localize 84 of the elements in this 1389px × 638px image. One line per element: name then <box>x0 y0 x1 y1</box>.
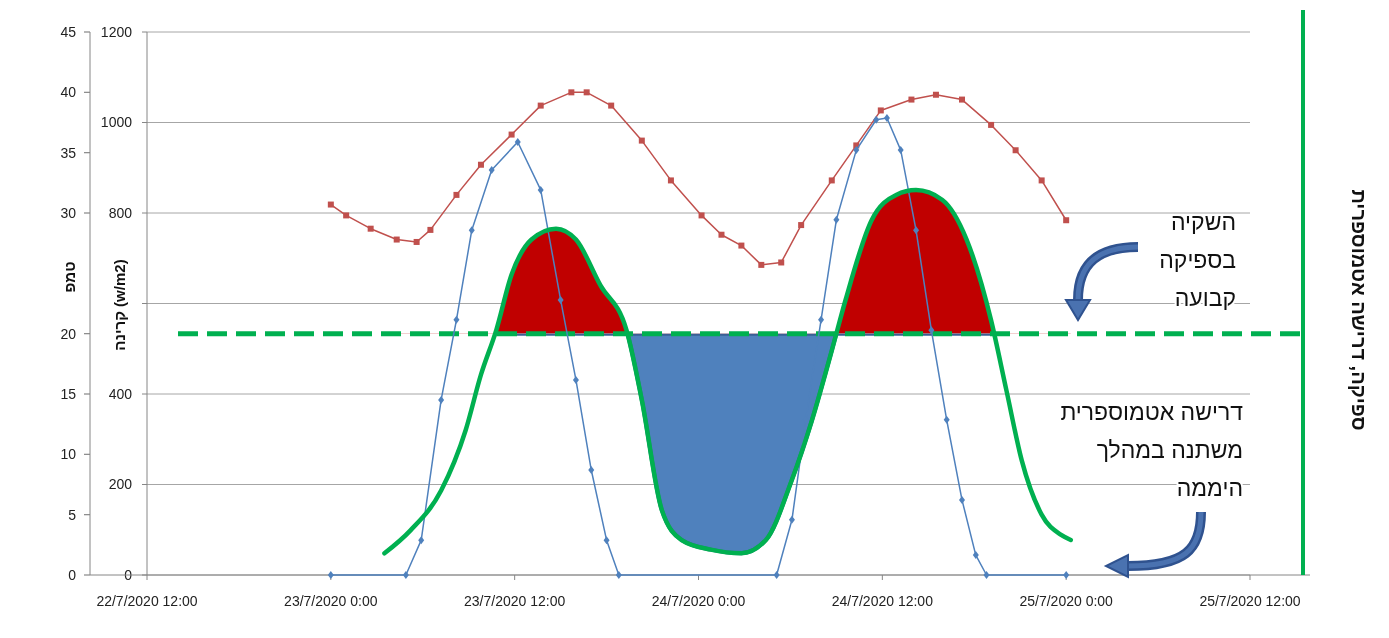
annotation: דרישה אטמוספרית משתנה במהלך היממה <box>1060 399 1244 501</box>
point <box>468 226 475 235</box>
point <box>758 261 765 268</box>
x-tick-label: 24/7/2020 12:00 <box>831 593 934 609</box>
x-tick-label: 22/7/2020 12:00 <box>96 593 198 609</box>
point <box>1063 217 1070 224</box>
point <box>853 146 860 155</box>
point <box>883 113 890 122</box>
point <box>537 102 544 109</box>
point <box>773 571 780 579</box>
point <box>572 375 579 384</box>
y2-tick-label: 0 <box>124 566 133 583</box>
point <box>393 236 400 243</box>
point <box>818 315 825 324</box>
point <box>897 146 904 155</box>
y-tick-label: 0 <box>68 566 77 583</box>
point <box>943 415 950 424</box>
x-tick-label: 25/7/2020 0:00 <box>1019 593 1114 609</box>
point <box>1038 177 1045 184</box>
y3-axis-title: ספיקה, דרישה אטמוספרית <box>1348 189 1370 431</box>
point <box>738 242 745 249</box>
y-tick-label: 45 <box>60 23 77 40</box>
point <box>667 177 674 184</box>
y-axis-title: טמפ <box>61 261 79 293</box>
point <box>427 226 434 233</box>
point <box>958 495 965 504</box>
point <box>453 315 460 324</box>
x-tick-label: 23/7/2020 12:00 <box>464 593 566 609</box>
point <box>908 96 915 103</box>
point <box>557 295 564 304</box>
x-tick-label: 23/7/2020 0:00 <box>284 593 378 609</box>
point <box>603 536 610 545</box>
point <box>402 571 409 579</box>
annotation: השקיה בספיקה קבועה <box>1159 209 1236 311</box>
point <box>583 89 590 96</box>
point <box>343 212 350 219</box>
y2-tick-label: 800 <box>108 204 133 221</box>
point <box>327 201 334 208</box>
point <box>588 466 595 475</box>
point <box>568 89 575 96</box>
point <box>615 571 622 579</box>
point <box>1012 147 1019 154</box>
point <box>418 536 425 545</box>
point <box>983 571 990 579</box>
point <box>514 137 521 146</box>
y-tick-label: 20 <box>60 325 77 342</box>
point <box>798 222 805 229</box>
y2-tick-label: 1000 <box>100 114 133 131</box>
point <box>913 226 920 235</box>
point <box>508 131 515 138</box>
y-tick-label: 5 <box>68 506 77 523</box>
y-tick-label: 15 <box>60 385 77 402</box>
point <box>958 96 965 103</box>
y2-tick-label: 400 <box>108 385 133 402</box>
point <box>413 238 420 245</box>
point <box>718 231 725 238</box>
point <box>477 161 484 168</box>
point <box>453 191 460 198</box>
point <box>608 102 615 109</box>
y-tick-label: 35 <box>60 144 77 161</box>
point <box>877 107 884 114</box>
point <box>438 395 445 404</box>
point <box>988 121 995 128</box>
point <box>638 137 645 144</box>
point <box>537 185 544 194</box>
point <box>932 91 939 98</box>
point <box>873 115 880 124</box>
point <box>928 326 935 335</box>
point <box>788 515 795 524</box>
point <box>488 166 495 175</box>
y2-axis-title: קרינה (w/m2) <box>111 259 129 351</box>
point <box>778 259 785 266</box>
point <box>972 551 979 560</box>
point <box>833 215 840 224</box>
x-tick-label: 25/7/2020 12:00 <box>1199 593 1301 609</box>
y-tick-label: 10 <box>60 446 77 463</box>
y2-tick-label: 200 <box>108 476 133 493</box>
y-tick-label: 30 <box>60 204 77 221</box>
y2-tick-label: 1200 <box>100 23 133 40</box>
point <box>698 212 705 219</box>
x-tick-label: 24/7/2020 0:00 <box>651 593 746 609</box>
y-tick-label: 40 <box>60 84 77 101</box>
point <box>367 225 374 232</box>
point <box>828 177 835 184</box>
